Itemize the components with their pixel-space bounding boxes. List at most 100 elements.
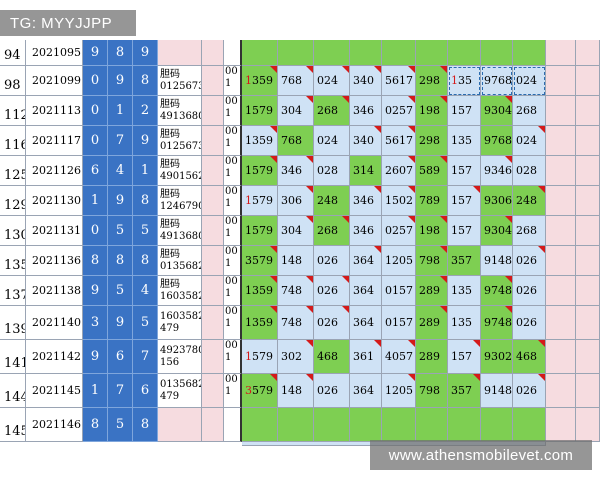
draw-digit-cell[interactable]: 5: [133, 216, 158, 246]
dan-code-cell[interactable]: 胆码 4913680: [158, 216, 202, 246]
spacer-cell[interactable]: [202, 246, 224, 276]
number-cell[interactable]: 026: [314, 276, 350, 306]
spacer-cell[interactable]: [202, 276, 224, 306]
issue-number-cell[interactable]: 2021146: [26, 408, 83, 442]
dan-code-cell[interactable]: 胆码 0125673: [158, 66, 202, 96]
number-cell[interactable]: 1205: [382, 374, 416, 408]
code-cell[interactable]: 00 1: [224, 340, 242, 374]
issue-number-cell[interactable]: 2021117: [26, 126, 83, 156]
row-index-cell[interactable]: 137: [0, 276, 26, 306]
draw-digit-cell[interactable]: 3: [83, 306, 108, 340]
number-cell[interactable]: 340: [350, 66, 382, 96]
number-cell[interactable]: 157: [448, 216, 481, 246]
draw-digit-cell[interactable]: 1: [108, 96, 133, 126]
number-cell[interactable]: 589: [416, 156, 448, 186]
number-cell[interactable]: 268: [513, 96, 546, 126]
number-cell[interactable]: 248: [513, 186, 546, 216]
number-cell[interactable]: 364: [350, 306, 382, 340]
number-cell[interactable]: 024: [513, 66, 546, 96]
number-cell[interactable]: 028: [314, 156, 350, 186]
number-cell[interactable]: [382, 408, 416, 442]
number-cell[interactable]: 157: [448, 96, 481, 126]
issue-number-cell[interactable]: 2021136: [26, 246, 83, 276]
trailing-cell[interactable]: [576, 186, 600, 216]
spacer-cell[interactable]: [202, 306, 224, 340]
trailing-cell[interactable]: [546, 340, 576, 374]
draw-digit-cell[interactable]: 0: [83, 66, 108, 96]
code-cell[interactable]: 00 1: [224, 276, 242, 306]
row-index-cell[interactable]: 112: [0, 96, 26, 126]
issue-number-cell[interactable]: 2021140: [26, 306, 83, 340]
number-cell[interactable]: 024: [513, 126, 546, 156]
number-cell[interactable]: 9304: [481, 96, 513, 126]
number-cell[interactable]: 1359: [242, 306, 278, 340]
dan-code-cell[interactable]: [158, 40, 202, 66]
draw-digit-cell[interactable]: 8: [108, 40, 133, 66]
spacer-cell[interactable]: [202, 126, 224, 156]
number-cell[interactable]: 0157: [382, 276, 416, 306]
number-cell[interactable]: 248: [314, 186, 350, 216]
number-cell[interactable]: 364: [350, 374, 382, 408]
number-cell[interactable]: 1579: [242, 156, 278, 186]
number-cell[interactable]: 304: [278, 216, 314, 246]
number-cell[interactable]: 298: [416, 66, 448, 96]
issue-number-cell[interactable]: 2021131: [26, 216, 83, 246]
number-cell[interactable]: 768: [278, 66, 314, 96]
code-cell[interactable]: 00 1: [224, 96, 242, 126]
issue-number-cell[interactable]: 2021145: [26, 374, 83, 408]
row-index-cell[interactable]: 130: [0, 216, 26, 246]
draw-digit-cell[interactable]: 8: [83, 246, 108, 276]
number-cell[interactable]: 346: [278, 156, 314, 186]
number-cell[interactable]: 314: [350, 156, 382, 186]
trailing-cell[interactable]: [546, 306, 576, 340]
number-cell[interactable]: 157: [448, 156, 481, 186]
spacer-cell[interactable]: [202, 66, 224, 96]
number-cell[interactable]: 468: [513, 340, 546, 374]
number-cell[interactable]: 026: [513, 246, 546, 276]
row-index-cell[interactable]: 135: [0, 246, 26, 276]
trailing-cell[interactable]: [546, 40, 576, 66]
trailing-cell[interactable]: [576, 276, 600, 306]
number-cell[interactable]: [448, 408, 481, 442]
number-cell[interactable]: 9306: [481, 186, 513, 216]
number-cell[interactable]: 361: [350, 340, 382, 374]
draw-digit-cell[interactable]: 8: [83, 408, 108, 442]
number-cell[interactable]: [481, 408, 513, 442]
trailing-cell[interactable]: [546, 374, 576, 408]
issue-number-cell[interactable]: 2021095: [26, 40, 83, 66]
number-cell[interactable]: 289: [416, 276, 448, 306]
number-cell[interactable]: 5617: [382, 66, 416, 96]
number-cell[interactable]: 798: [416, 246, 448, 276]
code-cell[interactable]: 00 1: [224, 246, 242, 276]
number-cell[interactable]: [481, 40, 513, 66]
dan-code-cell[interactable]: 胆码 4901562: [158, 156, 202, 186]
trailing-cell[interactable]: [576, 374, 600, 408]
row-index-cell[interactable]: 125: [0, 156, 26, 186]
dan-code-cell[interactable]: 胆码 4913680: [158, 96, 202, 126]
number-cell[interactable]: 364: [350, 276, 382, 306]
draw-digit-cell[interactable]: 1: [133, 156, 158, 186]
number-cell[interactable]: 306: [278, 186, 314, 216]
dan-code-cell[interactable]: 胆码 0125673: [158, 126, 202, 156]
number-cell[interactable]: 289: [416, 340, 448, 374]
number-cell[interactable]: 789: [416, 186, 448, 216]
number-cell[interactable]: [416, 408, 448, 442]
draw-digit-cell[interactable]: 9: [83, 340, 108, 374]
code-cell[interactable]: 00 1: [224, 186, 242, 216]
number-cell[interactable]: 1359: [242, 276, 278, 306]
row-index-cell[interactable]: 145: [0, 408, 26, 442]
draw-digit-cell[interactable]: 8: [133, 408, 158, 442]
number-cell[interactable]: 346: [350, 96, 382, 126]
number-cell[interactable]: 289: [416, 306, 448, 340]
number-cell[interactable]: 198: [416, 216, 448, 246]
dan-code-cell[interactable]: 0135682 479: [158, 374, 202, 408]
dan-code-cell[interactable]: 胆码 0135682: [158, 246, 202, 276]
number-cell[interactable]: 024: [314, 66, 350, 96]
number-cell[interactable]: 026: [513, 306, 546, 340]
draw-digit-cell[interactable]: 0: [83, 216, 108, 246]
number-cell[interactable]: 9768: [481, 126, 513, 156]
trailing-cell[interactable]: [576, 96, 600, 126]
